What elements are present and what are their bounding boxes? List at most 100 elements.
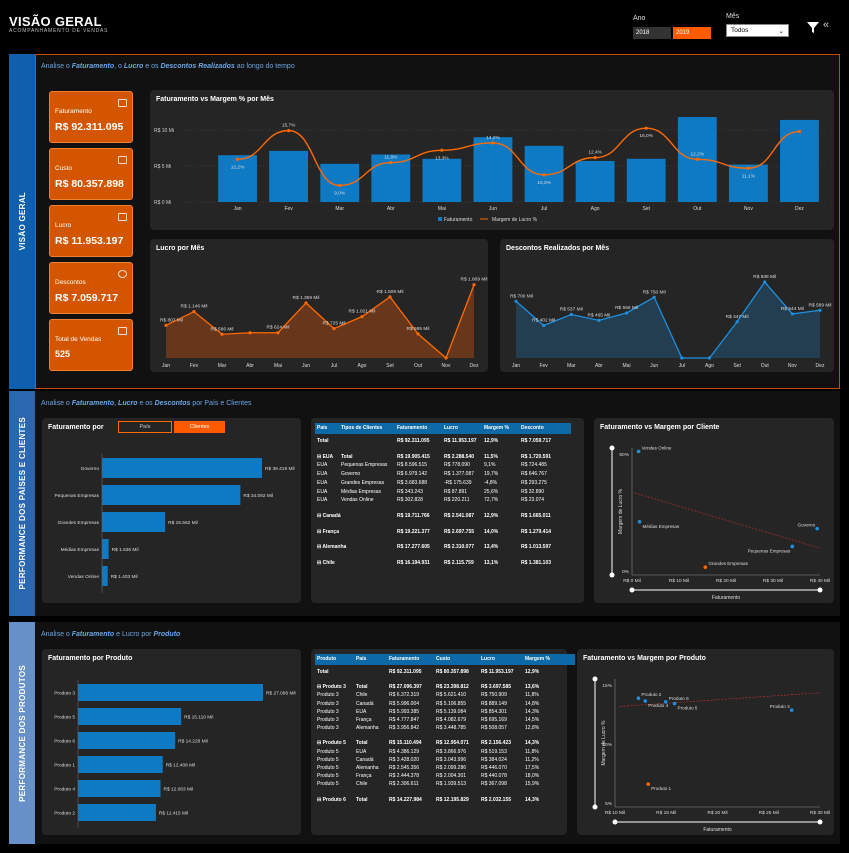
y-tick-label: 10%	[602, 742, 612, 748]
column-header[interactable]: Produto	[317, 656, 337, 662]
kpi-faturamento[interactable]: Faturamento R$ 92.311.095	[49, 91, 133, 143]
table-cell: R$ 2.310.077	[444, 544, 475, 551]
chart-fat-margem-produto: R$ 10 Mil R$ 15 Mil R$ 20 Mil R$ 25 Mil R$ 3…	[592, 676, 830, 833]
data-label: 12,4%	[588, 150, 602, 156]
point	[695, 157, 699, 161]
table-cell: R$ 11.953.197	[481, 669, 514, 675]
point	[672, 701, 677, 706]
y-tick-label: 5%	[605, 801, 613, 807]
column-header[interactable]: Margem %	[525, 656, 551, 662]
table-cell: R$ 5.996.004	[389, 700, 420, 707]
table-cell: R$ 5.993.385	[389, 708, 420, 715]
column-header[interactable]: Lucro	[481, 656, 495, 662]
chart-title: Faturamento por	[48, 424, 104, 431]
ano-2018-button[interactable]: 2018	[633, 27, 671, 39]
x-tick-label: Mar	[567, 363, 576, 369]
table-cell: R$ 5.139.084	[436, 708, 467, 715]
table-cell: 15,9%	[525, 781, 540, 788]
bar	[78, 708, 182, 725]
mes-dropdown[interactable]: Todos ⌄	[726, 24, 789, 37]
column-header[interactable]: País	[317, 425, 328, 431]
x-tick-label: Fev	[539, 363, 548, 369]
table-cell: Produto 5	[317, 765, 339, 771]
chart-title: Faturamento vs Margem por Produto	[583, 655, 706, 662]
table-cell: R$ 23.398.812	[436, 684, 469, 691]
point	[304, 301, 308, 305]
y-axis-label: Margem de Lucro %	[601, 720, 607, 766]
column-header[interactable]: Faturamento	[389, 656, 420, 662]
table-cell: 25,6%	[484, 488, 499, 495]
x-axis-label: Faturamento	[703, 827, 732, 833]
x-tick-label: Jan	[234, 206, 242, 212]
point	[637, 520, 642, 524]
table-cell: Canadá	[356, 700, 374, 707]
column-header[interactable]: País	[356, 656, 367, 662]
point	[652, 295, 656, 299]
collapse-icon[interactable]: «	[823, 19, 830, 31]
table-cell: Alemanha	[356, 765, 379, 771]
column-header[interactable]: Faturamento	[397, 425, 428, 431]
table-cell: 18,0%	[525, 773, 540, 780]
table-cell: R$ 23.074	[521, 497, 545, 504]
table-cell: Produto 3	[317, 725, 339, 732]
table-cell: 14,0%	[484, 528, 499, 535]
data-label: R$ 537 Mil	[560, 307, 583, 313]
point-label: Produto 1	[651, 786, 671, 791]
point-label: Médias Empresas	[643, 524, 680, 529]
kpi-total-vendas[interactable]: Total de Vendas 525	[49, 319, 133, 371]
panel-fat-produto: Faturamento por Produto Produto 3 R$ 27.0…	[42, 649, 301, 835]
kpi-lucro[interactable]: Lucro R$ 11.953.197	[49, 205, 133, 257]
kpi-custo[interactable]: Custo R$ 80.357.898	[49, 148, 133, 200]
table-cell: ⊟ Alemanha	[317, 544, 347, 551]
table-cell: R$ 343.243	[397, 488, 423, 495]
column-header[interactable]: Lucro	[444, 425, 458, 431]
data-label: R$ 1.359 Mil	[293, 295, 320, 301]
bar	[78, 756, 163, 773]
ano-2019-button[interactable]: 2019	[673, 27, 711, 39]
table-cell: Total	[356, 796, 368, 803]
table-cell: R$ 220.211	[444, 497, 470, 504]
point	[790, 544, 795, 549]
filter-icon[interactable]	[806, 20, 820, 34]
point	[235, 157, 240, 161]
column-header[interactable]: Custo	[436, 656, 451, 662]
toggle-clientes-button[interactable]: Clientes	[174, 421, 225, 433]
chevron-down-icon: ⌄	[778, 27, 784, 35]
column-header[interactable]: Tipos de Clientes	[341, 425, 383, 431]
column-header[interactable]: Desconto	[521, 425, 544, 431]
table-cell: Médias Empresas	[341, 488, 382, 495]
data-label: R$ 1.636 Mil	[112, 547, 139, 553]
table-cell: 72,7%	[484, 497, 499, 504]
x-tick-label: Mai	[623, 363, 631, 369]
table-cell: R$ 2.306.611	[389, 781, 419, 788]
table-cell: 13,1%	[484, 560, 499, 566]
data-label: R$ 12.408 Mil	[166, 763, 196, 769]
x-tick-label: R$ 15 Mil	[656, 810, 676, 816]
table-cell: R$ 1.381.103	[521, 560, 552, 566]
data-label: R$ 589 Mil	[809, 302, 832, 308]
kpi-descontos[interactable]: Descontos R$ 7.059.717	[49, 262, 133, 314]
point-label: Produto 6	[669, 696, 689, 701]
x-tick-label: Fev	[284, 206, 293, 212]
discount-icon	[118, 270, 127, 278]
table-cell: R$ 17.277.605	[397, 544, 430, 551]
table-cell: 12,8%	[525, 725, 540, 732]
table-cell: R$ 2.004.301	[436, 773, 467, 780]
point-label: Pequenas Empresas	[748, 548, 791, 553]
point-label: Produto 2	[641, 692, 661, 697]
y-tick-label: Produto 1	[54, 763, 75, 769]
table-cell: R$ 16.194.931	[397, 560, 430, 566]
point	[444, 356, 448, 360]
point-label: Produto 5	[678, 706, 698, 711]
toggle-pais-button[interactable]: País	[118, 421, 172, 433]
table-cell: França	[356, 717, 372, 723]
y-tick-label: Pequenas Empresas	[54, 493, 99, 499]
legend-label: Faturamento	[444, 217, 473, 223]
table-cell: Total	[317, 669, 329, 675]
x-tick-label: Jan	[162, 363, 170, 369]
table-cell: Total	[356, 740, 368, 747]
data-label: R$ 11.415 Mil	[159, 811, 188, 817]
point	[597, 318, 601, 322]
table-cell: 13,4%	[484, 544, 499, 551]
column-header[interactable]: Margem %	[484, 425, 510, 431]
